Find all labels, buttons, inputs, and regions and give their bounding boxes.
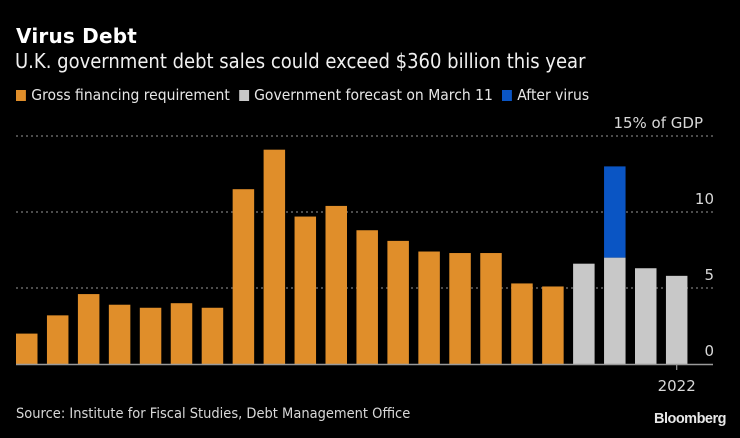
bar-after-virus-20 — [604, 166, 626, 258]
bars — [16, 149, 688, 364]
y-tick-label: 0 — [704, 342, 714, 360]
bar-gross-3 — [77, 294, 100, 364]
bar-gross-14 — [418, 251, 440, 364]
bar-forecast-20 — [604, 257, 626, 364]
legend-label-gross: Gross financing requirement — [31, 86, 230, 104]
legend-label-forecast: Government forecast on March 11 — [254, 86, 493, 104]
bloomberg-logo: Bloomberg — [653, 411, 727, 427]
legend-item-forecast: Government forecast on March 11 — [238, 86, 493, 104]
legend-swatch-forecast — [238, 89, 249, 101]
bar-gross-1 — [16, 333, 38, 364]
bar-gross-13 — [387, 240, 409, 364]
y-tick-label: 5 — [704, 266, 714, 284]
legend: Gross financing requirement Government f… — [16, 86, 598, 104]
bar-forecast-22 — [665, 275, 688, 364]
bar-gross-8 — [232, 189, 255, 364]
bar-gross-5 — [139, 307, 162, 364]
y-tick-label: 15% of GDP — [613, 114, 703, 132]
bar-gross-4 — [108, 304, 131, 364]
legend-item-gross: Gross financing requirement — [16, 86, 230, 104]
source-note: Source: Institute for Fiscal Studies, De… — [16, 406, 411, 422]
gridlines — [16, 135, 713, 289]
bar-gross-6 — [170, 303, 193, 364]
bar-gross-2 — [46, 315, 69, 364]
bar-forecast-21 — [635, 268, 657, 364]
chart-title: Virus Debt — [16, 24, 137, 48]
y-tick-label: 10 — [695, 190, 714, 208]
legend-item-after-virus: After virus — [501, 86, 590, 104]
x-axis: 2022 — [16, 363, 713, 395]
bar-gross-12 — [356, 230, 378, 364]
legend-swatch-after-virus — [501, 89, 512, 101]
bar-gross-18 — [542, 286, 564, 364]
bar-gross-10 — [294, 216, 317, 364]
bar-gross-11 — [325, 205, 347, 364]
legend-swatch-gross — [16, 89, 26, 101]
bar-gross-7 — [201, 307, 224, 364]
bar-gross-16 — [480, 253, 502, 364]
y-axis-labels: 0 5 10 15% of GDP — [613, 114, 714, 360]
chart-subtitle: U.K. government debt sales could exceed … — [15, 49, 586, 73]
legend-label-after-virus: After virus — [517, 86, 590, 104]
bar-gross-17 — [511, 283, 533, 364]
x-tick-label: 2022 — [658, 377, 696, 395]
bar-gross-9 — [263, 149, 286, 364]
bar-gross-15 — [449, 253, 471, 364]
bar-forecast-19 — [573, 263, 595, 364]
